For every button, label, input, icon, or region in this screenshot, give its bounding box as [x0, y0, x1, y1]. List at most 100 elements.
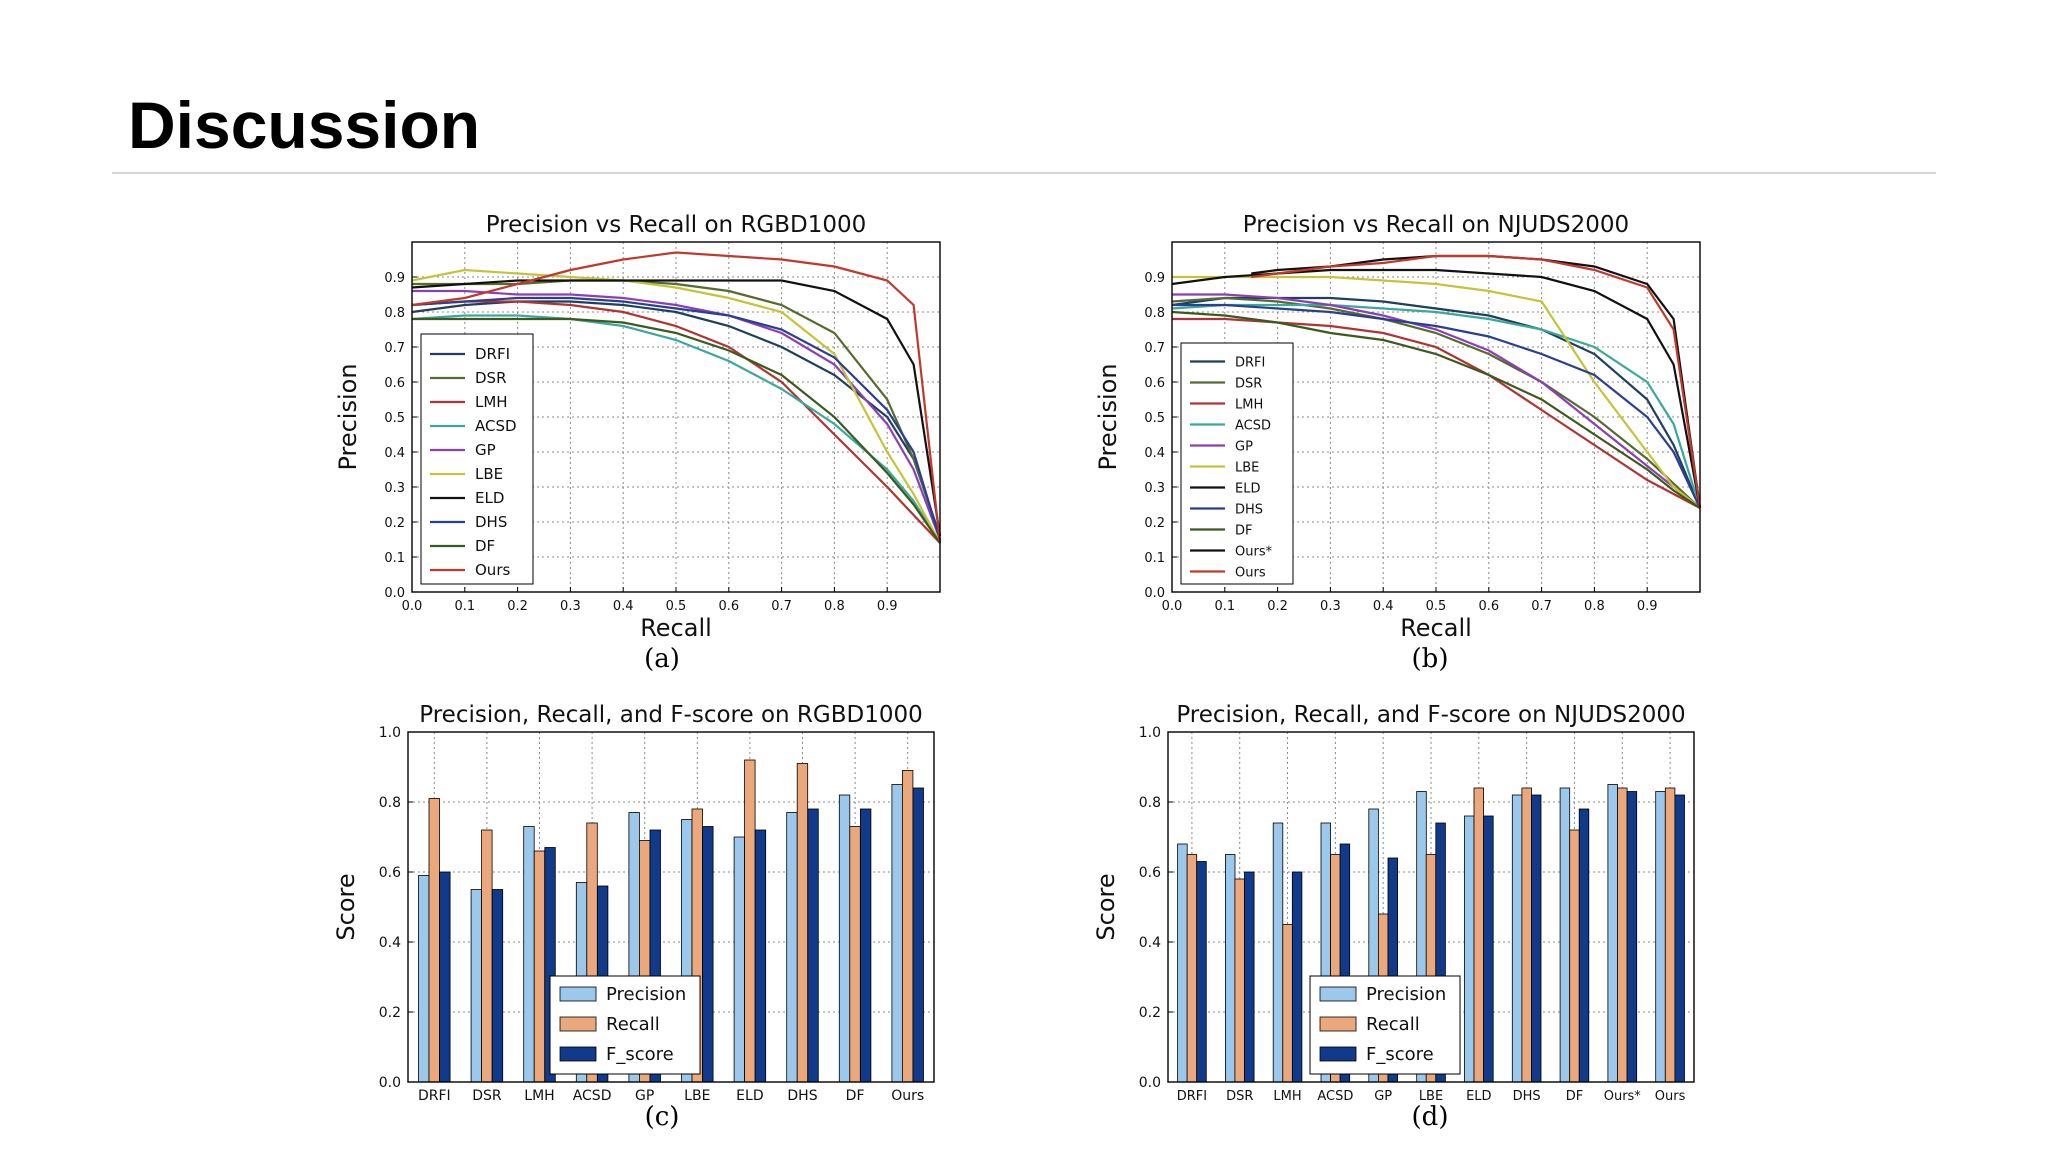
bar-f-score-drfi	[439, 871, 451, 1083]
bar-precision-dsr	[1224, 854, 1236, 1083]
x-tick-label: Ours	[1655, 1089, 1686, 1104]
x-tick-label: 0.5	[666, 599, 687, 614]
bar-precision-eld	[733, 836, 746, 1083]
chart-title: Precision, Recall, and F-score on RGBD10…	[419, 702, 923, 728]
series-line-lbe	[411, 268, 941, 544]
legend-label-lbe: LBE	[475, 465, 503, 483]
bar-f-score-lmh	[1291, 871, 1303, 1083]
bar-recall-dhs	[1521, 787, 1532, 1083]
x-tick-label: ACSD	[573, 1088, 612, 1104]
y-tick-label: 0.9	[384, 271, 405, 286]
bar-f-score-eld	[754, 829, 767, 1083]
chart-pr-rgbd1000: Precision vs Recall on RGBD1000 0.0 0.1 0.2…	[334, 212, 942, 642]
legend-label-eld: ELD	[475, 489, 504, 507]
bar-f-score-ours-star	[1626, 791, 1638, 1083]
chart-pr-njuds2000: Precision vs Recall on NJUDS2000 0.0 0.1 0.…	[1094, 212, 1702, 642]
y-tick-label: 0.1	[1144, 551, 1165, 566]
x-tick-label: LMH	[1273, 1089, 1301, 1104]
bar-precision-drfi	[1177, 843, 1188, 1083]
plot-frame	[411, 241, 941, 593]
y-tick-label: 0.2	[384, 516, 405, 531]
legend-label-gp: GP	[475, 441, 496, 459]
bar-f-score-eld	[1483, 815, 1494, 1083]
bar-precision-eld	[1464, 815, 1475, 1083]
bar-f-score-lbe	[702, 826, 714, 1083]
x-axis-label: Recall	[640, 614, 712, 642]
series-line-df	[1171, 310, 1701, 509]
legend-label-gp: GP	[1235, 440, 1253, 455]
x-tick-label: ELD	[1466, 1089, 1491, 1104]
x-tick-label: LBE	[1419, 1089, 1443, 1104]
legend-label-df: DF	[475, 537, 495, 555]
x-tick-label: DRFI	[1177, 1089, 1207, 1104]
y-tick-label: 0.0	[384, 586, 405, 601]
caption-a: (a)	[644, 644, 680, 674]
legend-swatch-recall	[1319, 1016, 1357, 1032]
x-tick-label: Ours	[891, 1088, 924, 1104]
y-tick-label: 0.8	[384, 306, 405, 321]
y-tick-label: 0.8	[1139, 795, 1161, 811]
x-tick-label: 0.1	[1214, 599, 1235, 614]
x-tick-label: 0.3	[560, 599, 581, 614]
bar-f-score-dhs	[1530, 794, 1542, 1083]
x-tick-label: GP	[635, 1088, 654, 1104]
bar-precision-df	[838, 794, 851, 1083]
bar-recall-ours	[902, 770, 914, 1083]
series-line-dhs	[1172, 303, 1701, 509]
x-tick-label: 0.8	[1584, 599, 1605, 614]
bar-precision-dhs	[786, 812, 798, 1083]
y-tick-label: 0.6	[379, 865, 401, 881]
bar-recall-ours-star	[1617, 787, 1628, 1083]
y-tick-label: 0.5	[1144, 411, 1165, 426]
x-tick-label: ELD	[736, 1088, 763, 1104]
bar-recall-drfi	[1186, 854, 1198, 1083]
bar-precision-ours	[1655, 791, 1666, 1083]
x-tick-label: DSR	[472, 1088, 502, 1104]
legend-label-drfi: DRFI	[475, 345, 510, 363]
y-tick-label: 0.0	[1144, 586, 1165, 601]
bar-recall-eld	[1473, 787, 1485, 1083]
x-tick-label: DF	[846, 1088, 865, 1104]
bar-precision-ours-star	[1607, 784, 1618, 1083]
y-axis-label: Score	[1092, 873, 1120, 940]
slide-title: Discussion	[128, 88, 481, 162]
legend-swatch-precision	[559, 986, 597, 1002]
title-divider	[112, 172, 1936, 174]
legend-swatch-f-score	[559, 1046, 597, 1062]
series-line-df	[412, 317, 941, 544]
series-line-dhs	[411, 296, 942, 540]
chart-title: Precision vs Recall on RGBD1000	[486, 212, 867, 238]
plot-frame	[1171, 241, 1701, 593]
series-line-lbe	[1172, 275, 1701, 509]
bar-f-score-dsr	[1244, 871, 1255, 1083]
x-tick-label: DF	[1566, 1089, 1584, 1104]
legend-label-precision: Precision	[606, 984, 686, 1005]
chart-bars-njuds2000: Precision, Recall, and F-score on NJUDS2…	[1092, 702, 1695, 1104]
chart-title: Precision, Recall, and F-score on NJUDS2…	[1176, 702, 1685, 728]
x-tick-label: 0.9	[1637, 599, 1658, 614]
bar-recall-dsr	[481, 829, 493, 1083]
legend-label-f-score: F_score	[606, 1044, 674, 1065]
y-axis-label: Precision	[1094, 363, 1122, 470]
x-tick-label: LBE	[684, 1088, 710, 1104]
x-tick-label: 0.0	[402, 599, 423, 614]
legend-label-dhs: DHS	[1235, 503, 1263, 518]
legend-label-dsr: DSR	[475, 369, 507, 387]
y-tick-label: 0.5	[384, 411, 405, 426]
y-tick-label: 0.2	[1139, 1005, 1161, 1021]
x-tick-label: LMH	[524, 1088, 554, 1104]
x-tick-label: 0.2	[507, 599, 528, 614]
chart-bars-rgbd1000: Precision, Recall, and F-score on RGBD10…	[332, 702, 935, 1104]
legend-label-lbe: LBE	[1235, 461, 1259, 476]
x-tick-label: DRFI	[418, 1088, 451, 1104]
x-tick-label: 0.0	[1162, 599, 1183, 614]
legend-label-acsd: ACSD	[475, 417, 517, 435]
y-axis-label: Precision	[334, 363, 362, 470]
x-tick-label: 0.5	[1426, 599, 1447, 614]
caption-c: (c)	[644, 1102, 680, 1132]
y-tick-label: 0.6	[1144, 376, 1165, 391]
series-line-dsr	[1171, 296, 1701, 509]
bar-precision-ours	[891, 784, 903, 1083]
caption-d: (d)	[1411, 1102, 1449, 1132]
y-tick-label: 0.7	[1144, 341, 1165, 356]
